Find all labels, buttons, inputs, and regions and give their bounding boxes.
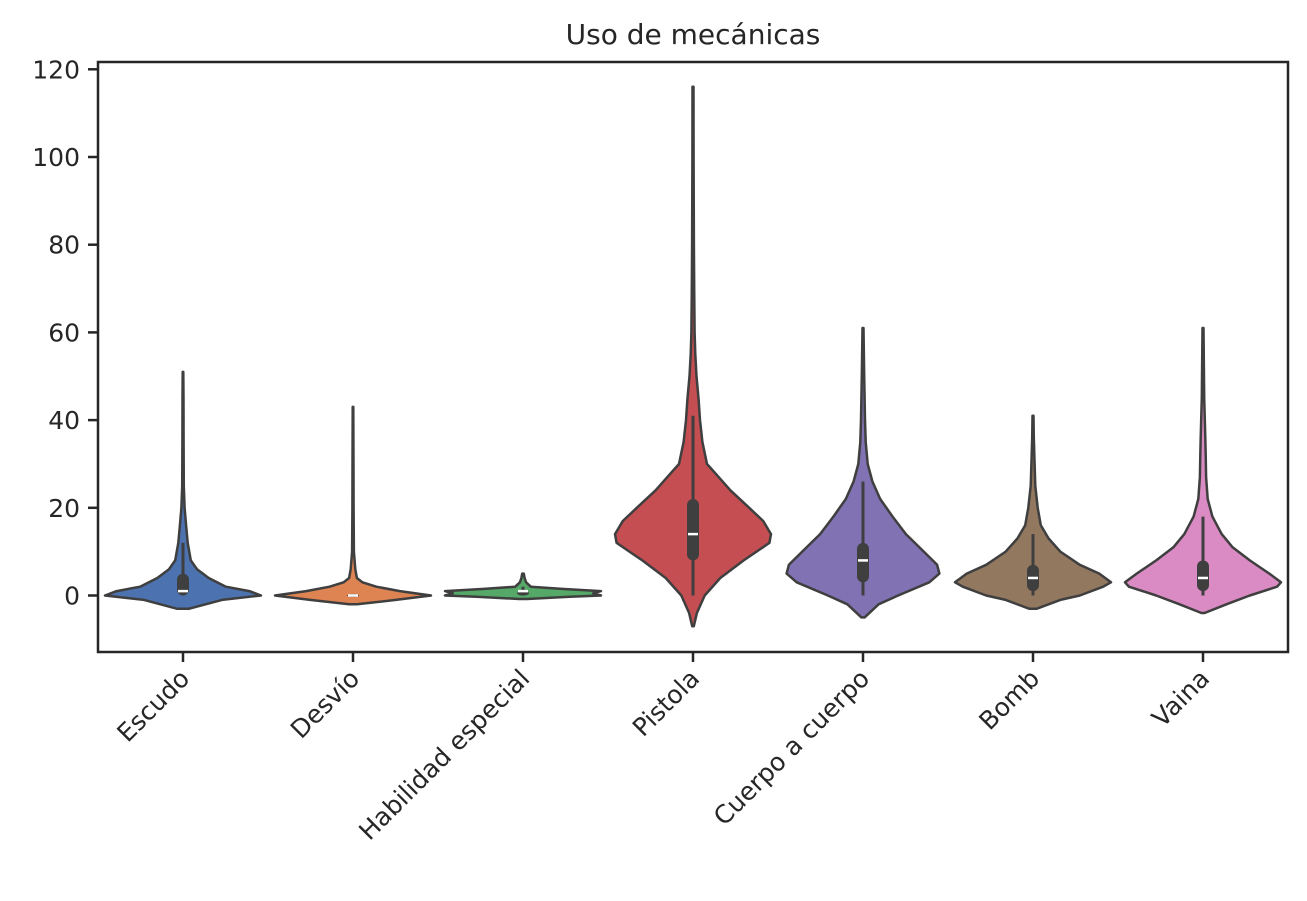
x-tick-label: Desvío [285,664,365,744]
violin-iqr-box [857,542,869,583]
x-tick-label: Vaina [1146,664,1215,733]
violin-body [785,326,941,619]
violin-iqr-box [687,499,699,561]
y-tick-label: 0 [64,582,80,611]
x-tick-label: Pistola [627,664,705,742]
violin-body [613,85,773,628]
violin-body [1123,326,1283,615]
y-tick-label: 80 [48,231,80,260]
x-tick-label: Habilidad especial [353,664,535,846]
y-tick-label: 100 [32,143,80,172]
plot-frame [96,60,1290,654]
x-tick-label: Bomb [973,664,1045,736]
violins [103,85,1283,628]
y-tick-label: 120 [32,55,80,84]
x-tick-label: Escudo [111,664,195,748]
chart-title: Uso de mecánicas [566,18,821,51]
x-tick-label: Cuerpo a cuerpo [708,664,875,831]
y-tick-label: 20 [48,494,80,523]
y-tick-label: 40 [48,406,80,435]
violin-body [443,572,603,601]
violin-iqr-box [1197,560,1209,592]
violin-body [953,414,1113,610]
violin-body [103,370,263,610]
violin-body [273,405,433,606]
y-axis: 0 20 40 60 80 100 120 [32,55,98,611]
y-tick-label: 60 [48,318,80,347]
